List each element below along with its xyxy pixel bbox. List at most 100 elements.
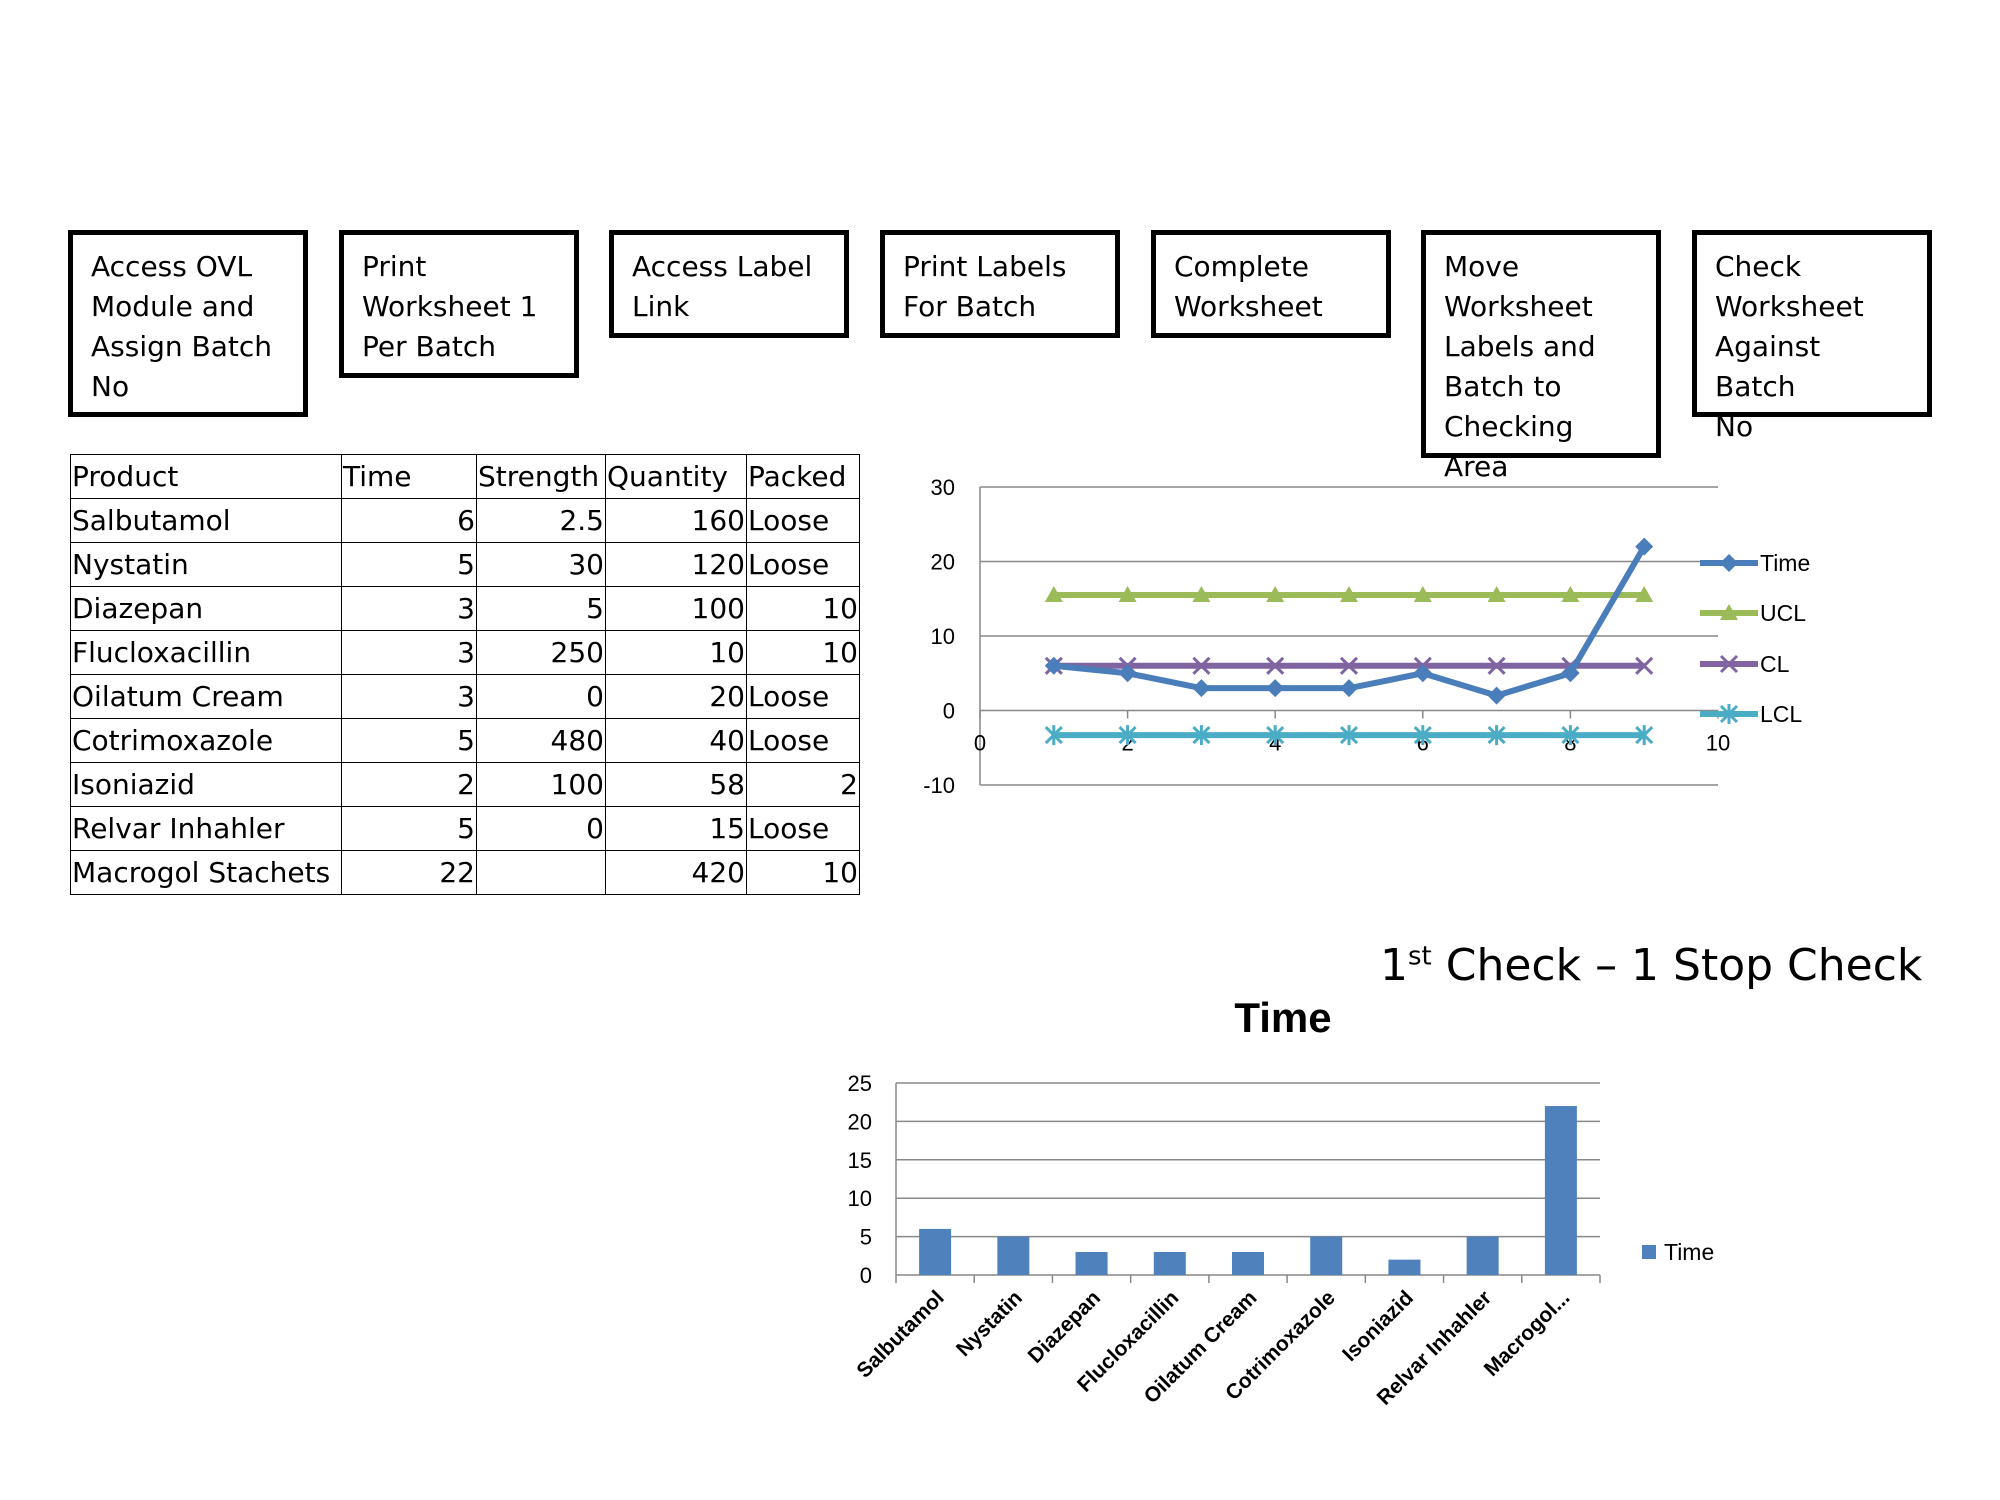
cell-strength: 480 [476,718,606,763]
legend-label-time: Time [1760,550,1810,576]
data-point-time [1192,679,1211,698]
cell-quantity: 100 [605,586,747,631]
data-point-time [1561,664,1580,683]
table-row: Diazepan 3 5 100 10 [70,586,860,631]
y-tick-label: 5 [860,1225,872,1250]
check-heading-ordinal: st [1408,941,1432,972]
cell-strength: 250 [476,630,606,675]
cell-packed: 10 [746,586,860,631]
cell-product: Macrogol Stachets [70,850,342,895]
step-box-1: Access OVL Module and Assign Batch No [68,230,308,417]
cell-time: 5 [341,542,477,587]
cell-product: Oilatum Cream [70,674,342,719]
data-point-ucl [1266,586,1285,603]
data-point-lcl [1487,725,1506,746]
legend-marker-ucl [1720,604,1738,620]
check-heading-number: 1 [1380,940,1408,991]
data-point-lcl [1561,725,1580,746]
cell-quantity: 20 [605,674,747,719]
column-header-quantity: Quantity [605,454,747,499]
cell-quantity: 40 [605,718,747,763]
data-point-cl [1339,656,1359,675]
step-box-6: Move Worksheet Labels and Batch to Check… [1421,230,1661,483]
table-row: Oilatum Cream 3 0 20 Loose [70,674,860,719]
cell-packed: Loose [746,498,860,543]
column-header-strength: Strength [476,454,606,499]
cell-strength: 2.5 [476,498,606,543]
category-label: Diazepan [1024,1286,1105,1367]
bar-oilatum-cream [1232,1251,1264,1275]
data-point-ucl [1118,586,1137,603]
bar-salbutamol [919,1228,952,1275]
legend-label-time: Time [1664,1239,1714,1265]
bar-isoniazid [1388,1259,1421,1275]
cell-time: 3 [341,586,477,631]
data-point-cl [1266,656,1285,675]
cell-packed: 2 [746,762,860,807]
bar-chart-title: Time [1234,994,1331,1041]
product-table: Product Time Strength Quantity Packed Sa… [70,454,860,895]
step-box-4: Print Labels For Batch [880,230,1120,338]
bar-flucloxacillin [1153,1251,1186,1275]
legend-label-ucl: UCL [1760,600,1806,626]
table-row: Salbutamol 6 2.5 160 Loose [70,498,860,543]
step-box-2: Print Worksheet 1 Per Batch [339,230,579,378]
cell-strength: 0 [476,674,606,719]
bar-macrogol- [1544,1106,1577,1275]
data-point-lcl [1044,725,1063,746]
data-point-time [1487,686,1506,705]
legend-label-lcl: LCL [1760,701,1802,727]
cell-packed: Loose [746,674,860,719]
table-row: Flucloxacillin 3 250 10 10 [70,630,860,675]
data-point-ucl [1192,586,1211,603]
y-tick-label: 30 [931,475,955,500]
check-heading-text: Check – 1 Stop Check [1431,940,1923,991]
y-tick-label: 20 [848,1109,872,1134]
cell-quantity: 10 [605,630,747,675]
cell-packed: 10 [746,850,860,895]
legend-marker-lcl [1719,704,1739,724]
data-point-lcl [1339,725,1359,746]
data-point-cl [1487,656,1506,675]
cell-time: 2 [341,762,477,807]
y-tick-label: -10 [923,773,955,798]
y-tick-label: 15 [848,1148,872,1173]
x-tick-label: 10 [1706,731,1730,756]
data-point-time [1044,656,1063,675]
data-point-lcl [1118,725,1137,746]
cell-product: Isoniazid [70,762,342,807]
data-point-cl [1192,656,1211,675]
data-point-time [1266,679,1285,698]
data-point-ucl [1561,586,1580,603]
cell-quantity: 58 [605,762,747,807]
data-point-cl [1635,656,1654,675]
x-tick-label: 0 [974,731,986,756]
legend-swatch-time [1642,1245,1656,1259]
check-heading: 1st Check – 1 Stop Check [1380,940,1922,991]
data-point-lcl [1635,725,1654,746]
cell-quantity: 420 [605,850,747,895]
data-point-time [1118,664,1137,683]
legend-marker-time [1720,554,1738,572]
cell-strength [476,850,606,895]
bar-relvar-inhahler [1466,1236,1499,1275]
step-box-3: Access Label Link [609,230,849,338]
cell-product: Nystatin [70,542,342,587]
y-tick-label: 0 [943,699,955,724]
cell-strength: 5 [476,586,606,631]
y-tick-label: 0 [860,1263,872,1288]
data-point-lcl [1413,725,1432,746]
step-box-7: Check Worksheet Against Batch No [1692,230,1932,443]
data-point-lcl [1192,725,1211,746]
y-tick-label: 20 [931,550,955,575]
column-header-time: Time [341,454,477,499]
cell-product: Diazepan [70,586,342,631]
data-point-ucl [1340,586,1358,603]
cell-strength: 100 [476,762,606,807]
data-point-time [1635,537,1654,556]
category-label: Isoniazid [1338,1286,1418,1366]
y-tick-label: 10 [931,624,955,649]
cell-time: 22 [341,850,477,895]
